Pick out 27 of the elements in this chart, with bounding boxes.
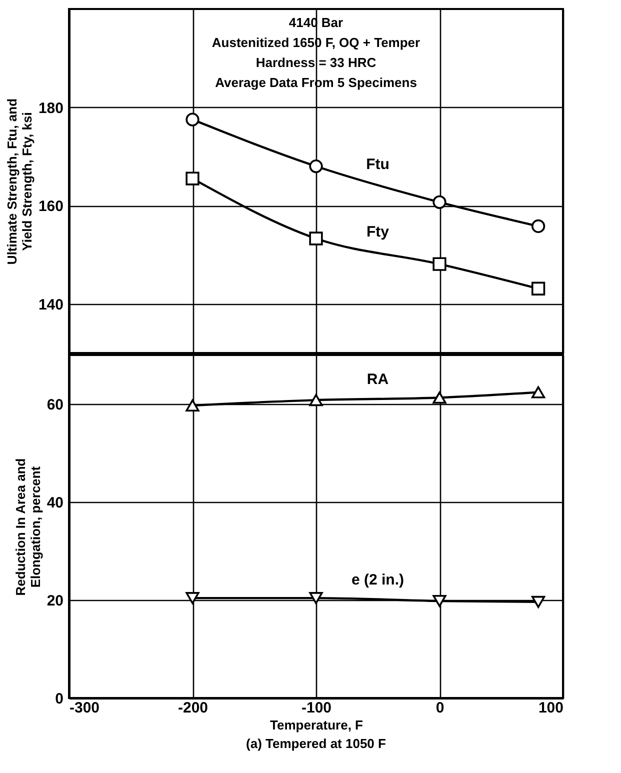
point [531, 282, 546, 296]
y-tick-label: 20 [46, 592, 64, 610]
y-tick-label: 40 [46, 494, 64, 512]
y-tick-label: 60 [46, 396, 64, 414]
series-label: Fty [366, 223, 390, 240]
x-tick-label: -300 [70, 700, 100, 716]
x-tick-label: -200 [178, 700, 208, 716]
y-tick-label: 140 [38, 296, 64, 314]
point [309, 159, 323, 174]
point [309, 232, 323, 246]
point [432, 257, 446, 271]
y-axis-title: Reduction In Area and Elongation, percent [12, 458, 43, 596]
series-label: e (2 in.) [351, 572, 404, 589]
x-tick-label: 0 [436, 700, 444, 716]
y-tick-label: 180 [38, 100, 64, 117]
point [432, 195, 446, 209]
series-label: Ftu [366, 156, 390, 174]
y-tick-label: 160 [38, 198, 64, 216]
text: (a) Tempered at 1050 F [246, 736, 386, 751]
point [186, 172, 200, 186]
y-axis-title: Ultimate Strength, Ftu, and Yield Strength, Fty, ksi [4, 98, 34, 265]
series-label: RA [366, 370, 389, 388]
x-tick-label: 100 [538, 700, 564, 716]
point [531, 219, 546, 234]
x-axis-title: Temperature, F [270, 718, 364, 732]
x-tick-label: -100 [301, 700, 332, 716]
point [186, 112, 200, 126]
